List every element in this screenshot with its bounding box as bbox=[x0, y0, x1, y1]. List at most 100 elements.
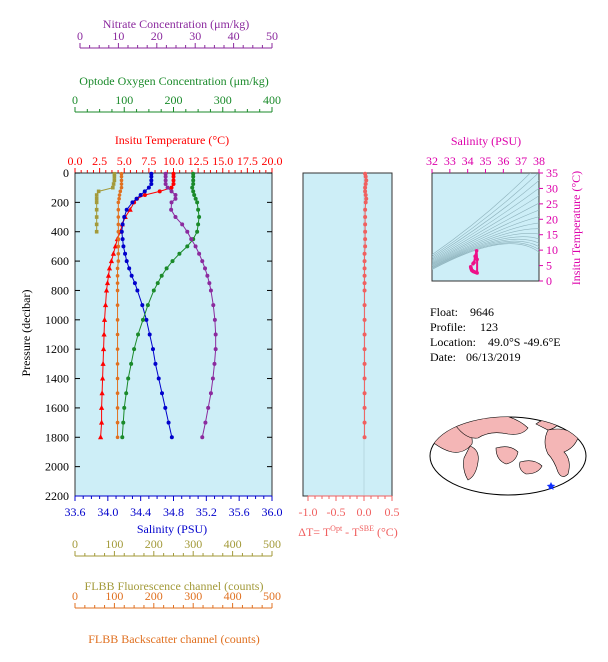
ts-points bbox=[468, 248, 479, 275]
backscatter-marker bbox=[119, 185, 124, 190]
oxygen-marker bbox=[191, 182, 196, 187]
temperature-marker bbox=[98, 419, 105, 425]
ts-temperature-tick-label: 5 bbox=[546, 259, 552, 273]
backscatter-marker bbox=[116, 237, 121, 241]
ts-contour-line bbox=[432, 233, 539, 267]
nitrate-marker bbox=[211, 303, 216, 308]
float-label: Float: bbox=[430, 305, 458, 319]
backscatter-marker bbox=[116, 200, 121, 205]
nitrate-marker bbox=[203, 420, 208, 425]
nitrate-marker bbox=[212, 361, 217, 366]
salinity-marker bbox=[142, 189, 147, 194]
delta-t-marker bbox=[362, 405, 367, 410]
backscatter-marker bbox=[115, 303, 120, 307]
salinity-marker bbox=[134, 196, 139, 201]
delta-t-marker bbox=[363, 185, 368, 190]
fluorescence-marker bbox=[94, 193, 99, 197]
salinity-marker bbox=[140, 303, 145, 308]
ts-contour-line bbox=[432, 243, 539, 270]
delta-t-marker bbox=[363, 237, 368, 242]
ts-contour-line bbox=[432, 222, 539, 265]
temperature-axis-tick-label: 15.0 bbox=[212, 154, 233, 168]
fluorescence-axis-tick-label: 300 bbox=[184, 537, 202, 551]
backscatter-marker bbox=[119, 178, 124, 183]
temperature-marker bbox=[98, 404, 105, 410]
temperature-marker bbox=[142, 193, 147, 198]
backscatter-axis-title: FLBB Backscatter channel (counts) bbox=[88, 632, 260, 646]
oxygen-marker bbox=[170, 259, 175, 264]
profile-label: Profile: bbox=[430, 320, 466, 334]
fluorescence-axis-tick-label: 200 bbox=[145, 537, 163, 551]
salinity-axis-tick-label: 35.2 bbox=[196, 505, 217, 519]
fluorescence-axis-tick-label: 500 bbox=[263, 537, 281, 551]
nitrate-marker bbox=[163, 171, 168, 176]
delta-t-marker bbox=[362, 317, 367, 322]
temperature-marker bbox=[171, 182, 176, 187]
map-landmass bbox=[519, 460, 543, 475]
delta-t-marker bbox=[362, 288, 367, 293]
oxygen-marker bbox=[196, 222, 201, 227]
oxygen-marker bbox=[190, 185, 195, 190]
temperature-marker bbox=[99, 390, 105, 396]
ts-contour-line bbox=[432, 242, 539, 270]
delta-t-marker bbox=[363, 207, 368, 212]
ts-contour-line bbox=[432, 236, 539, 268]
ts-contour-line bbox=[432, 180, 539, 259]
ts-temperature-tick-label: 20 bbox=[546, 212, 558, 226]
backscatter-marker bbox=[115, 376, 120, 381]
backscatter-marker bbox=[116, 244, 121, 249]
oxygen-axis-tick-label: 200 bbox=[165, 93, 183, 107]
ts-marker bbox=[471, 261, 475, 266]
oxygen-marker bbox=[155, 281, 160, 286]
salinity-marker bbox=[144, 317, 149, 322]
salinity-marker bbox=[120, 237, 125, 242]
nitrate-marker bbox=[206, 405, 211, 410]
oxygen-axis-tick-label: 0 bbox=[72, 93, 78, 107]
profile-series bbox=[94, 171, 218, 440]
oxygen-axis-tick-label: 400 bbox=[263, 93, 281, 107]
salinity-axis-tick-label: 35.6 bbox=[229, 505, 250, 519]
map-landmass bbox=[463, 445, 479, 481]
salinity-marker bbox=[149, 178, 154, 183]
temperature-axis-title: Insitu Temperature (°C) bbox=[115, 133, 229, 147]
delta-t-marker bbox=[362, 391, 367, 396]
oxygen-marker bbox=[129, 361, 134, 366]
oxygen-marker bbox=[185, 244, 190, 249]
oxygen-marker bbox=[151, 288, 156, 293]
nitrate-marker bbox=[208, 391, 213, 396]
oxygen-marker bbox=[197, 215, 202, 220]
pressure-axis-title: Pressure (decibar) bbox=[19, 290, 33, 377]
nitrate-marker bbox=[173, 196, 178, 201]
temperature-axis-tick-label: 2.5 bbox=[92, 154, 107, 168]
oxygen-marker bbox=[191, 178, 196, 183]
delta-t-axis: -1.0 -0.5 0.0 0.5 bbox=[299, 495, 400, 519]
oxygen-axis-tick-label: 100 bbox=[115, 93, 133, 107]
fluorescence-axis-tick-label: 100 bbox=[105, 537, 123, 551]
temperature-marker bbox=[171, 171, 176, 176]
temperature-axis-tick-label: 12.5 bbox=[188, 154, 209, 168]
backscatter-marker bbox=[115, 288, 120, 293]
ts-salinity-tick-label: 32 bbox=[426, 154, 438, 168]
salinity-marker bbox=[156, 376, 161, 381]
backscatter-marker bbox=[119, 182, 124, 186]
delta-t-marker bbox=[362, 435, 367, 440]
delta-t-marker bbox=[362, 332, 367, 337]
nitrate-marker bbox=[185, 229, 190, 234]
backscatter-marker bbox=[117, 193, 122, 197]
ts-temperature-tick-label: 0 bbox=[546, 274, 552, 288]
temperature-axis-tick-label: 17.5 bbox=[237, 154, 258, 168]
oxygen-marker bbox=[126, 376, 131, 381]
backscatter-marker bbox=[115, 281, 120, 285]
ts-salinity-tick-label: 34 bbox=[462, 154, 474, 168]
salinity-marker bbox=[160, 391, 165, 396]
nitrate-marker bbox=[163, 174, 168, 179]
oxygen-marker bbox=[195, 200, 200, 205]
oxygen-axis: 0 100 200 300 400 bbox=[72, 93, 281, 113]
oxygen-marker bbox=[191, 174, 196, 179]
fluorescence-axis: 0 100 200 300 400 500 bbox=[72, 537, 281, 557]
ts-contour-line bbox=[432, 173, 531, 256]
temperature-marker bbox=[101, 331, 107, 337]
fluorescence-marker bbox=[96, 189, 101, 194]
delta-t-panel bbox=[302, 172, 393, 497]
